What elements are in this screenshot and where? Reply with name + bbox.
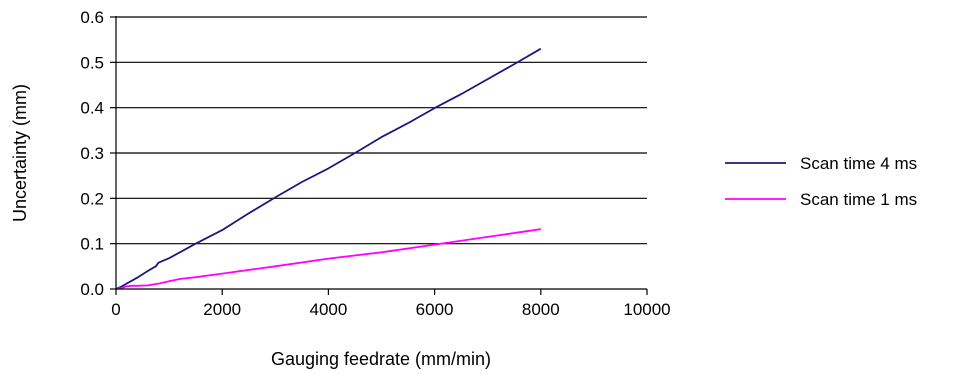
y-tick-label: 0.5 [80, 53, 104, 72]
x-tick-label: 8000 [522, 300, 560, 319]
legend: Scan time 4 ms Scan time 1 ms [725, 154, 917, 209]
y-tick-label: 0.6 [80, 8, 104, 27]
y-tick-label: 0.1 [80, 235, 104, 254]
y-tick-label: 0.3 [80, 144, 104, 163]
y-tick-label: 0.2 [80, 189, 104, 208]
axes [110, 16, 648, 295]
y-tick-label: 0.4 [80, 99, 104, 118]
y-axis-title: Uncertainty (mm) [10, 84, 30, 222]
x-tick-label: 2000 [203, 300, 241, 319]
tick-labels: 0.0 0.1 0.2 0.3 0.4 0.5 0.6 0 2000 4000 6000 8000 10… [80, 8, 670, 319]
x-tick-label: 6000 [416, 300, 454, 319]
series-line-1 [115, 47, 542, 290]
y-tick-label: 0.0 [80, 280, 104, 299]
gridlines [116, 16, 647, 245]
x-tick-label: 10000 [623, 300, 670, 319]
x-tick-label: 0 [111, 300, 120, 319]
legend-label-1: Scan time 4 ms [800, 154, 917, 173]
series-lines [115, 47, 542, 290]
x-axis-title: Gauging feedrate (mm/min) [271, 349, 491, 369]
x-tick-label: 4000 [309, 300, 347, 319]
legend-label-2: Scan time 1 ms [800, 190, 917, 209]
series-line-2 [115, 228, 541, 290]
